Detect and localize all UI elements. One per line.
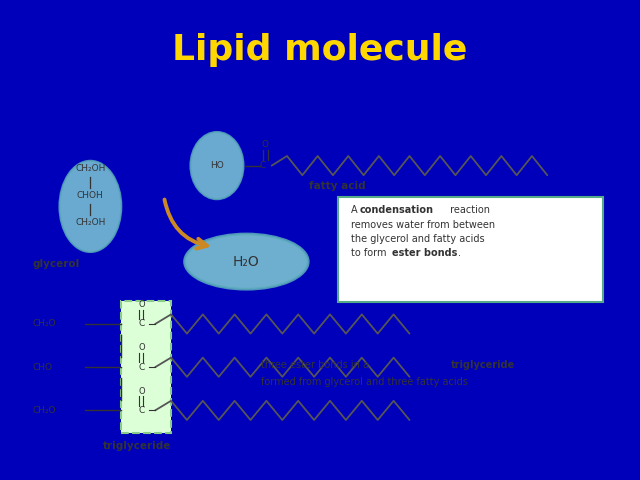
FancyBboxPatch shape bbox=[338, 197, 603, 302]
Text: CH₂OH: CH₂OH bbox=[75, 218, 106, 227]
Text: Lipid molecule: Lipid molecule bbox=[172, 33, 468, 67]
Text: CH₂O: CH₂O bbox=[33, 406, 56, 415]
Text: H₂O: H₂O bbox=[233, 254, 260, 269]
FancyArrowPatch shape bbox=[164, 200, 207, 249]
Text: formed from glycerol and three fatty acids: formed from glycerol and three fatty aci… bbox=[261, 377, 468, 386]
Text: A: A bbox=[351, 205, 360, 215]
Ellipse shape bbox=[184, 234, 308, 289]
Text: to form: to form bbox=[351, 249, 389, 258]
Text: three ester bonds in a: three ester bonds in a bbox=[261, 360, 372, 370]
Text: O: O bbox=[138, 387, 145, 396]
Text: triglyceride: triglyceride bbox=[103, 442, 172, 451]
Text: reaction: reaction bbox=[447, 205, 490, 215]
Text: O: O bbox=[262, 141, 269, 149]
Text: HO: HO bbox=[210, 161, 224, 170]
Text: C: C bbox=[138, 363, 145, 372]
Text: ester bonds: ester bonds bbox=[392, 249, 457, 258]
Text: O: O bbox=[138, 300, 145, 309]
Text: C: C bbox=[138, 406, 145, 415]
Text: removes water from between: removes water from between bbox=[351, 220, 495, 229]
Text: O: O bbox=[138, 344, 145, 352]
Text: CH₂O: CH₂O bbox=[33, 320, 56, 328]
Text: .: . bbox=[458, 249, 461, 258]
Text: the glycerol and fatty acids: the glycerol and fatty acids bbox=[351, 234, 484, 244]
Ellipse shape bbox=[191, 132, 243, 199]
Text: condensation: condensation bbox=[360, 205, 434, 215]
Text: CHO: CHO bbox=[33, 363, 52, 372]
Text: CH₂OH: CH₂OH bbox=[75, 165, 106, 173]
FancyBboxPatch shape bbox=[121, 301, 171, 433]
Text: fatty acid: fatty acid bbox=[309, 181, 366, 191]
Text: C: C bbox=[259, 161, 266, 170]
Text: glycerol: glycerol bbox=[33, 259, 80, 269]
Ellipse shape bbox=[60, 161, 122, 252]
Text: C: C bbox=[138, 320, 145, 328]
Text: CHOH: CHOH bbox=[77, 192, 104, 200]
Text: triglyceride: triglyceride bbox=[451, 360, 515, 370]
